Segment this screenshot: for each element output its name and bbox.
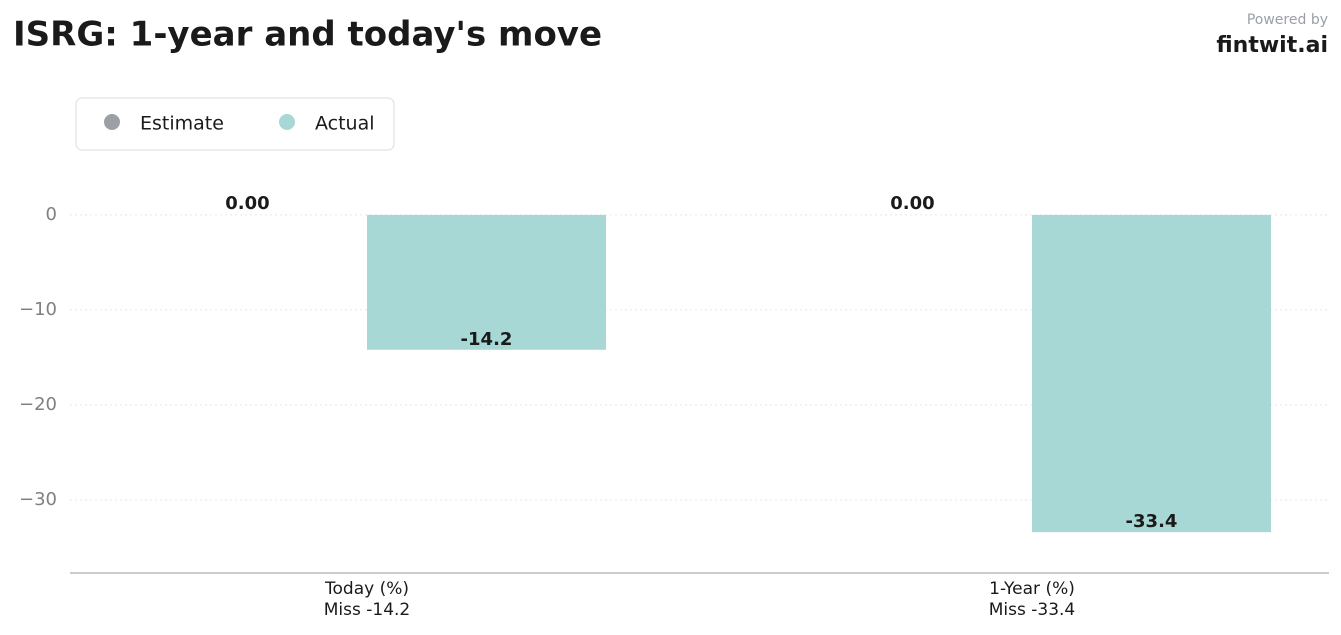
- legend-marker: [279, 114, 295, 130]
- x-tick-label: 1-Year (%): [989, 579, 1075, 599]
- x-tick-label: Miss -33.4: [989, 600, 1076, 620]
- value-label: -14.2: [461, 329, 513, 350]
- legend-box: [75, 97, 395, 151]
- value-label: 0.00: [890, 193, 934, 214]
- y-tick-label: −10: [19, 299, 57, 320]
- brand: fintwit.ai: [1216, 33, 1328, 58]
- chart-title: ISRG: 1-year and today's move: [13, 15, 602, 55]
- legend-marker: [104, 114, 120, 130]
- y-tick-label: 0: [46, 204, 57, 225]
- legend-label: Estimate: [140, 113, 224, 135]
- bar: [367, 214, 606, 350]
- x-tick-label: Today (%): [324, 579, 409, 599]
- value-label: -33.4: [1126, 511, 1178, 532]
- y-tick-label: −20: [19, 394, 57, 415]
- brand-caption: Powered by: [1247, 12, 1328, 28]
- x-tick-label: Miss -14.2: [324, 600, 411, 620]
- y-tick-label: −30: [19, 489, 57, 510]
- bar: [1032, 214, 1271, 533]
- value-label: 0.00: [225, 193, 269, 214]
- legend-label: Actual: [315, 113, 375, 135]
